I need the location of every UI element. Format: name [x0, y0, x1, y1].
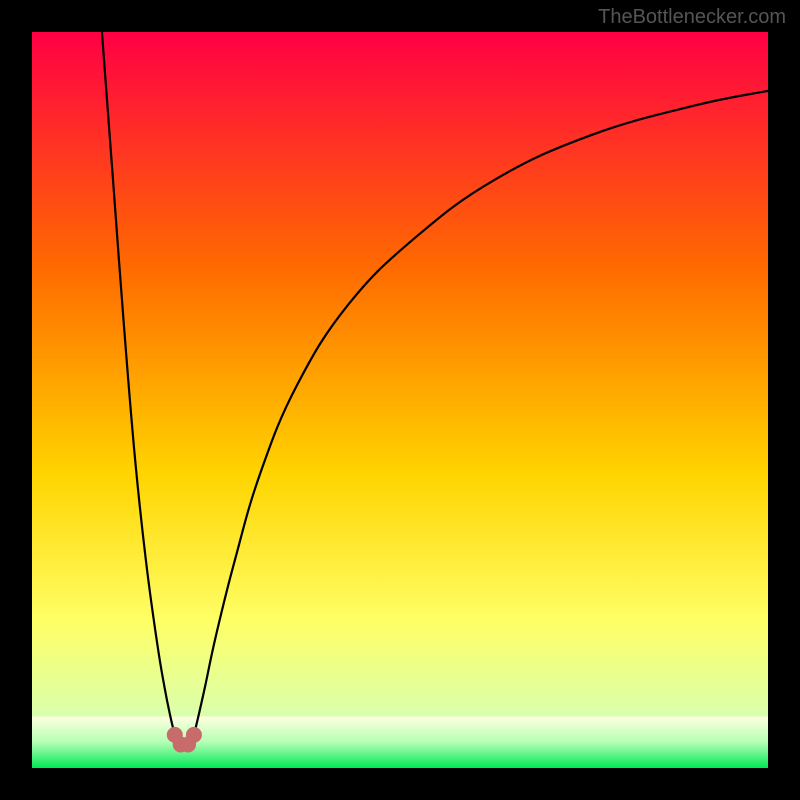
watermark-text: TheBottlenecker.com	[598, 6, 786, 29]
cluster-point	[186, 727, 202, 743]
bottom-strip	[32, 716, 768, 768]
chart-svg	[32, 32, 768, 768]
plot-area	[32, 32, 768, 768]
gradient-background	[32, 32, 768, 768]
chart-container: TheBottlenecker.com	[0, 0, 800, 800]
